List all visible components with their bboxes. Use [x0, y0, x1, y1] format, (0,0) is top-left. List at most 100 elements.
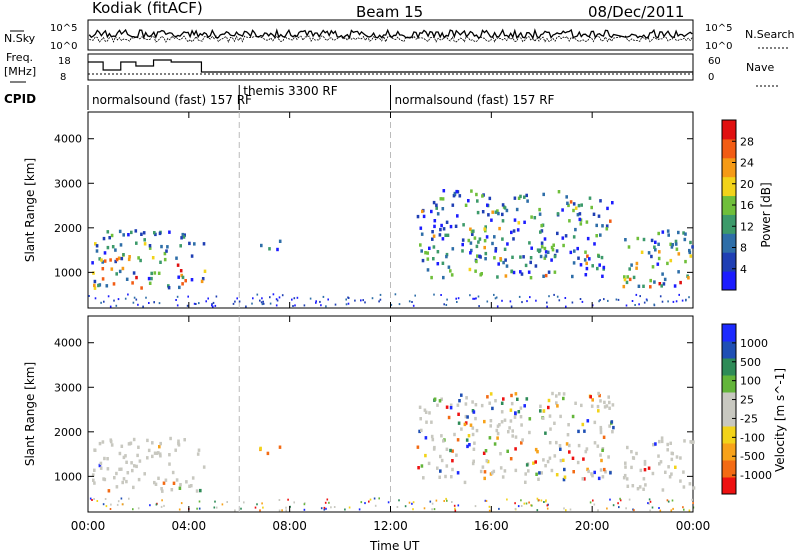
velocity-speckle: [649, 509, 651, 512]
velocity-speckle: [303, 503, 306, 506]
power-speckle: [260, 301, 263, 304]
power-cell: [544, 254, 548, 258]
velocity-cell: [519, 406, 523, 410]
power-cell: [597, 254, 601, 258]
velocity-cell: [137, 477, 141, 482]
power-speckle: [546, 305, 548, 308]
power-cell: [102, 236, 106, 241]
velocity-cell: [514, 447, 517, 451]
velocity-cell: [102, 477, 105, 481]
velocity-cell: [438, 399, 442, 403]
power-cell: [118, 269, 122, 274]
velocity-speckle: [323, 506, 326, 509]
power-cell: [493, 235, 496, 239]
velocity-cell: [183, 438, 186, 442]
velocity-cell: [589, 395, 592, 399]
velocity-cell: [563, 475, 567, 479]
velocity-speckle: [658, 507, 660, 509]
velocity-speckle: [659, 509, 662, 512]
velocity-speckle: [682, 506, 684, 509]
power-cell: [677, 270, 680, 274]
velocity-speckle: [323, 508, 326, 511]
power-cell: [519, 194, 522, 199]
velocity-cell: [670, 472, 673, 476]
power-cell: [579, 263, 583, 267]
velocity-speckle: [281, 509, 283, 512]
power-cell: [436, 262, 440, 266]
velocity-cell: [577, 443, 581, 448]
velocity-speckle: [545, 499, 547, 502]
power-cell: [501, 212, 504, 217]
power-cell: [455, 189, 458, 194]
velocity-cell: [582, 457, 585, 461]
velocity-speckle: [423, 507, 426, 510]
velocity-cell: [197, 448, 201, 452]
velocity-cell: [438, 475, 441, 479]
power-cell: [572, 202, 576, 206]
velocity-cell: [520, 423, 523, 427]
power-speckle: [565, 305, 567, 308]
power-cell: [193, 242, 196, 246]
power-cell: [533, 216, 537, 220]
velocity-cell: [91, 473, 95, 477]
power-cell: [660, 284, 663, 288]
velocity-cell: [521, 438, 524, 442]
power-cell: [135, 275, 138, 280]
velocity-cell: [130, 461, 133, 465]
velocity-speckle: [617, 502, 619, 505]
power-cell: [153, 231, 156, 235]
power-cell: [479, 273, 482, 277]
velocity-cell: [431, 437, 435, 442]
power-cell: [588, 196, 592, 200]
power-cell: [654, 248, 657, 252]
velocity-cell: [559, 447, 562, 451]
velocity-speckle: [374, 504, 377, 507]
velocity-speckle: [543, 501, 545, 503]
velocity-cell: [121, 480, 124, 485]
power-cell: [95, 244, 99, 248]
velocity-cell: [466, 415, 469, 419]
velocity-speckle: [618, 506, 620, 509]
power-cell: [435, 203, 438, 207]
power-speckle: [207, 297, 209, 300]
velocity-cell: [457, 412, 460, 416]
power-cell: [475, 259, 478, 264]
power-cell: [130, 230, 133, 235]
power-speckle: [137, 303, 139, 306]
colorbar-tick-label: -100: [740, 431, 765, 444]
power-cell: [473, 236, 477, 240]
velocity-speckle: [619, 499, 622, 502]
velocity-cell: [692, 440, 695, 444]
velocity-cell: [542, 409, 546, 413]
power-cell: [497, 262, 500, 266]
power-cell: [93, 283, 96, 288]
power-cell: [611, 201, 614, 205]
power-cell: [567, 203, 570, 208]
colorbar-segment: [722, 409, 736, 427]
freq-unit: [MHz]: [4, 65, 36, 78]
power-cell: [467, 238, 471, 243]
velocity-cell: [495, 428, 499, 433]
y-tick-label: 4000: [54, 337, 82, 350]
power-cell: [469, 251, 472, 255]
power-speckle: [617, 298, 620, 301]
velocity-cell: [611, 403, 615, 407]
nsky-panel-frame: [87, 19, 694, 51]
power-cell: [632, 275, 636, 280]
velocity-cell: [424, 453, 427, 458]
velocity-cell: [468, 443, 471, 447]
power-speckle: [198, 302, 200, 305]
power-cell: [578, 212, 582, 216]
power-cell: [108, 236, 111, 240]
velocity-cell: [423, 408, 427, 412]
velocity-cell: [513, 415, 517, 419]
velocity-speckle: [161, 499, 163, 502]
velocity-cell: [666, 448, 669, 452]
velocity-speckle: [453, 504, 456, 507]
velocity-cell: [115, 485, 119, 489]
velocity-cell: [534, 460, 537, 464]
power-cell: [674, 242, 678, 246]
power-cell: [496, 209, 499, 213]
velocity-cell: [483, 476, 486, 481]
